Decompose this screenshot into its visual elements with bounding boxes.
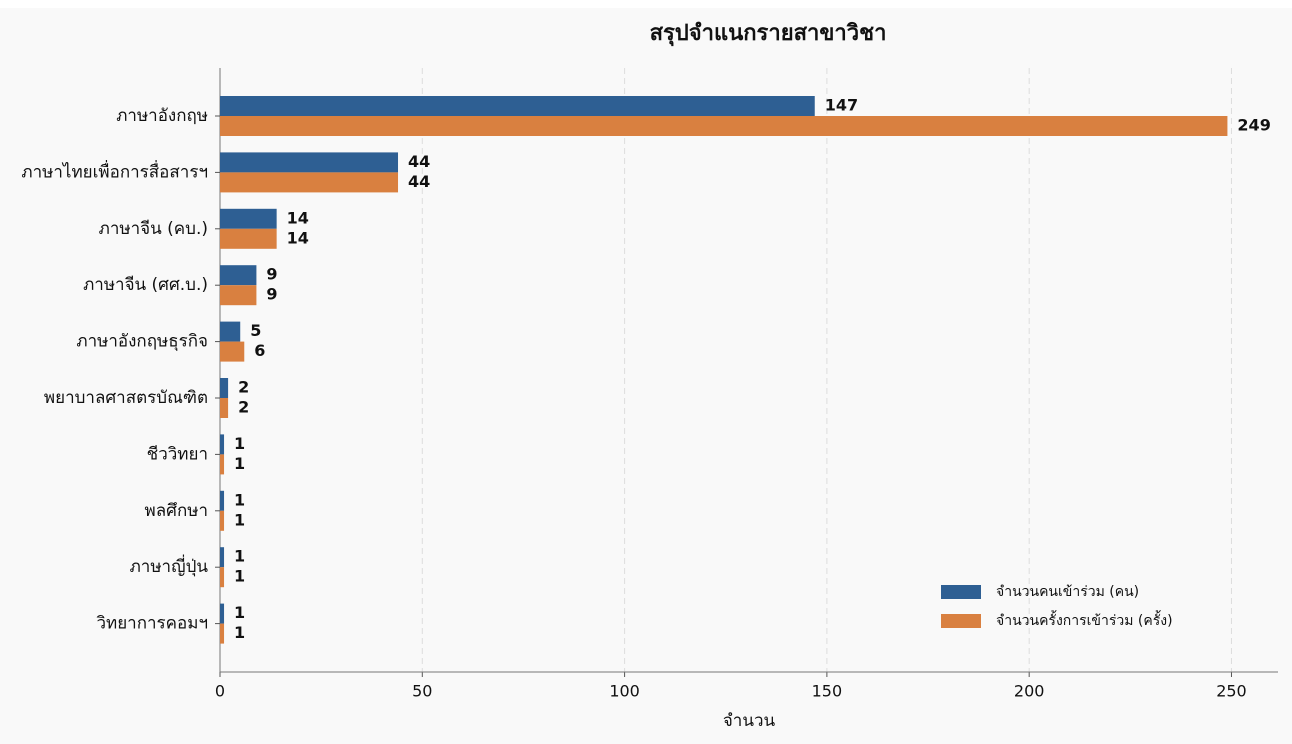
value-label: 1 xyxy=(234,434,245,453)
bar xyxy=(220,398,229,418)
bar xyxy=(220,510,225,531)
value-label: 249 xyxy=(1237,116,1270,135)
value-label: 147 xyxy=(825,96,858,115)
value-label: 1 xyxy=(234,567,245,586)
x-tick-label: 200 xyxy=(1014,682,1045,701)
bar xyxy=(220,490,225,511)
legend-swatch xyxy=(941,614,981,628)
bar xyxy=(220,547,225,568)
y-tick-label: ภาษาอังกฤษ xyxy=(116,106,208,126)
value-label: 1 xyxy=(234,510,245,529)
value-label: 1 xyxy=(234,623,245,642)
y-tick-label: ชีววิทยา xyxy=(147,444,208,464)
bar xyxy=(220,341,245,362)
bar xyxy=(220,567,225,588)
value-label: 14 xyxy=(287,228,309,247)
value-label: 9 xyxy=(266,285,277,304)
bar xyxy=(220,228,277,249)
x-tick-label: 100 xyxy=(609,682,640,701)
y-tick-label: พยาบาลศาสตรบัณฑิต xyxy=(44,388,208,408)
value-label: 44 xyxy=(408,152,430,171)
x-tick-label: 150 xyxy=(812,682,843,701)
value-label: 2 xyxy=(238,378,249,397)
y-tick-label: พลศึกษา xyxy=(145,501,208,521)
bar xyxy=(220,454,225,475)
legend-label: จำนวนคนเข้าร่วม (คน) xyxy=(996,584,1139,600)
x-tick-label: 50 xyxy=(412,682,432,701)
bar xyxy=(220,116,1228,136)
bar xyxy=(220,172,399,193)
value-label: 6 xyxy=(254,341,265,360)
bar xyxy=(220,378,229,398)
value-label: 44 xyxy=(408,172,430,191)
y-tick-label: ภาษาจีน (คบ.) xyxy=(99,219,208,239)
y-tick-label: ภาษาอังกฤษธุรกิจ xyxy=(76,332,208,352)
value-label: 1 xyxy=(234,603,245,622)
bar xyxy=(220,208,277,229)
y-tick-label: วิทยาการคอมฯ xyxy=(96,614,208,634)
bar xyxy=(220,623,225,644)
value-label: 5 xyxy=(250,321,261,340)
bar xyxy=(220,265,257,286)
x-axis-label: จำนวน xyxy=(723,711,776,731)
chart-title: สรุปจำแนกรายสาขาวิชา xyxy=(650,21,887,47)
value-label: 1 xyxy=(234,454,245,473)
y-tick-label: ภาษาจีน (ศศ.บ.) xyxy=(83,275,208,295)
legend-label: จำนวนครั้งการเข้าร่วม (ครั้ง) xyxy=(996,610,1173,629)
bar xyxy=(220,285,257,306)
x-tick-label: 0 xyxy=(215,682,225,701)
value-label: 9 xyxy=(266,265,277,284)
bar xyxy=(220,152,399,173)
value-label: 2 xyxy=(238,398,249,417)
y-tick-label: ภาษาไทยเพื่อการสื่อสารฯ xyxy=(21,159,208,182)
value-label: 14 xyxy=(287,208,309,227)
x-tick-label: 250 xyxy=(1216,682,1247,701)
bar xyxy=(220,603,225,624)
bar xyxy=(220,96,815,116)
value-label: 1 xyxy=(234,490,245,509)
legend-swatch xyxy=(941,585,981,599)
bar xyxy=(220,321,241,342)
bar xyxy=(220,434,225,455)
value-label: 1 xyxy=(234,547,245,566)
y-tick-label: ภาษาญี่ปุ่น xyxy=(130,554,209,577)
